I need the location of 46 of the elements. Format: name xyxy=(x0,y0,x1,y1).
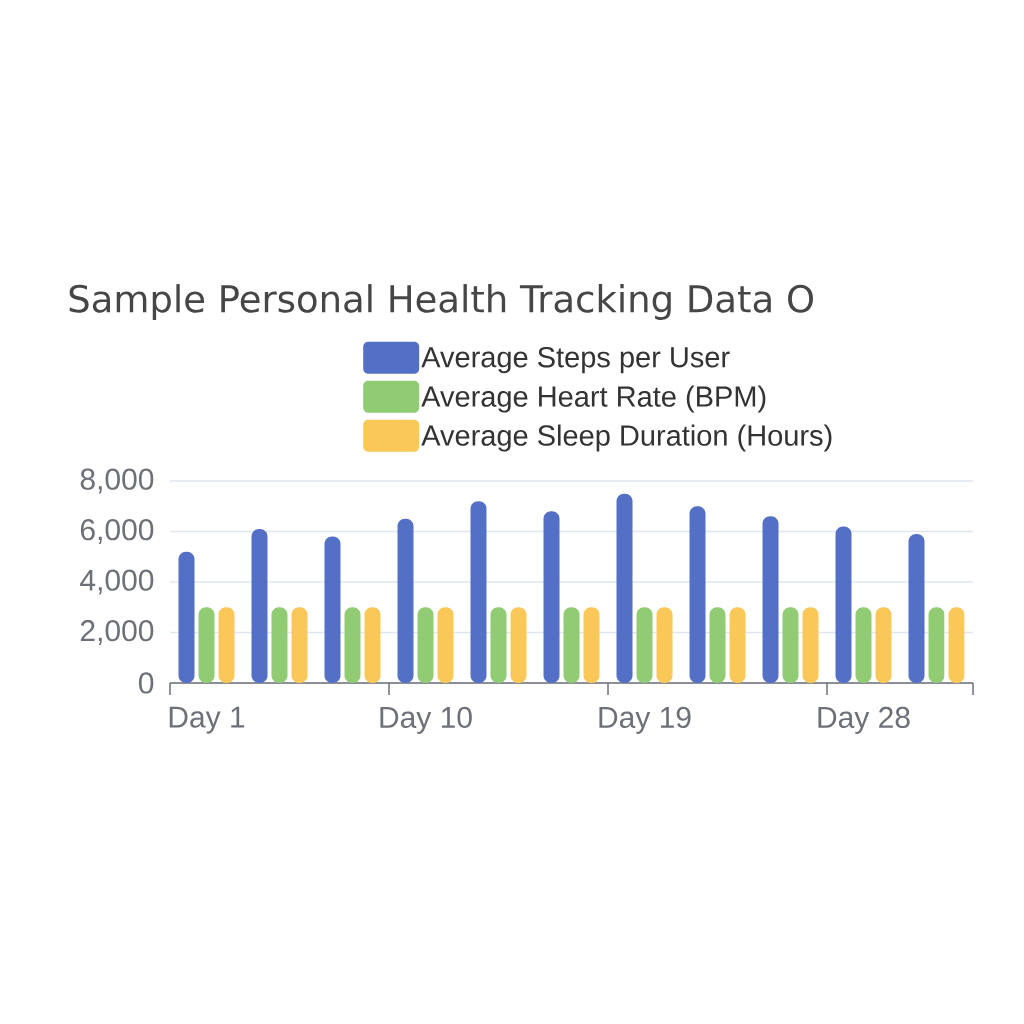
bar xyxy=(543,511,560,683)
bar xyxy=(689,506,706,683)
bar xyxy=(218,607,235,683)
bar xyxy=(291,607,308,683)
bar xyxy=(908,534,925,683)
bar xyxy=(616,493,633,683)
bar xyxy=(928,607,945,683)
bar xyxy=(271,607,288,683)
bar xyxy=(251,528,268,683)
bar xyxy=(656,607,673,683)
bar xyxy=(397,518,414,683)
x-tick-label: Day 19 xyxy=(599,706,691,734)
bar xyxy=(636,607,653,683)
bar xyxy=(729,607,746,683)
bar xyxy=(762,516,779,683)
bar xyxy=(178,551,195,683)
bar xyxy=(583,607,600,683)
bar xyxy=(709,607,726,683)
bar xyxy=(563,607,580,683)
bar xyxy=(417,607,434,683)
bar xyxy=(364,607,381,683)
bar xyxy=(855,607,872,683)
bar xyxy=(344,607,361,683)
bar xyxy=(948,607,965,683)
x-tick-label: Day 28 xyxy=(818,706,910,734)
bar xyxy=(490,607,507,683)
bar xyxy=(802,607,819,683)
legend-label: Average Steps per User xyxy=(421,346,730,374)
legend-label: Average Heart Rate (BPM) xyxy=(421,385,766,413)
bar xyxy=(782,607,799,683)
bar xyxy=(437,607,454,683)
bar xyxy=(324,536,341,683)
y-tick-label: 6,000 xyxy=(80,519,154,544)
bar xyxy=(835,526,852,683)
legend-label: Average Sleep Duration (Hours) xyxy=(421,424,832,452)
y-tick-label: 8,000 xyxy=(80,468,154,494)
x-tick-label: Day 10 xyxy=(380,706,472,734)
bar xyxy=(875,607,892,683)
y-tick-label: 0 xyxy=(138,672,154,694)
y-tick-label: 2,000 xyxy=(80,620,154,645)
bar xyxy=(198,607,215,683)
x-tick-label: Day 1 xyxy=(169,706,245,734)
y-tick-label: 4,000 xyxy=(80,569,154,595)
bar xyxy=(470,501,487,683)
bar xyxy=(510,607,527,683)
chart-title: Sample Personal Health Tracking Data O xyxy=(69,284,814,320)
